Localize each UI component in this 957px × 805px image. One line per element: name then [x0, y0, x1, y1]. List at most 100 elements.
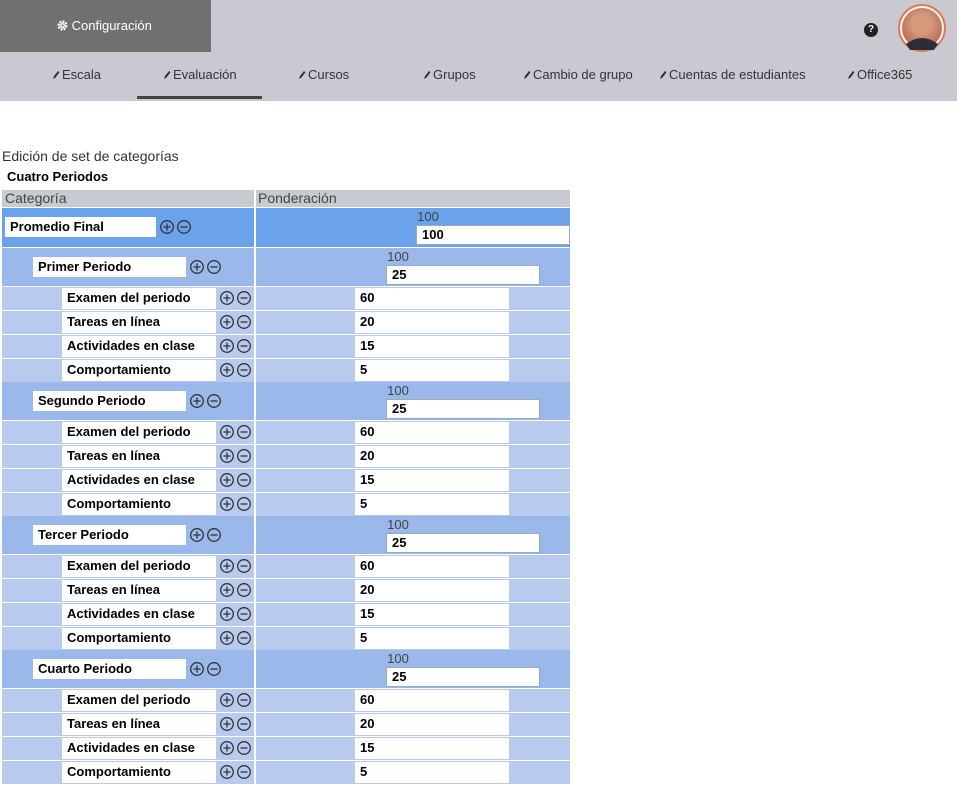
item-weight-input[interactable]: 60: [355, 288, 509, 309]
remove-button[interactable]: [207, 260, 221, 274]
remove-button[interactable]: [207, 528, 221, 542]
remove-button[interactable]: [237, 339, 251, 353]
item-name-input[interactable]: Tareas en línea: [62, 312, 216, 333]
item-weight-input[interactable]: 60: [355, 422, 509, 443]
add-button[interactable]: [190, 394, 204, 408]
add-button[interactable]: [220, 291, 234, 305]
item-weight-input[interactable]: 15: [355, 604, 509, 625]
item-weight-input[interactable]: 15: [355, 336, 509, 357]
add-button[interactable]: [220, 607, 234, 621]
item-name-input[interactable]: Actividades en clase: [62, 470, 216, 491]
remove-button[interactable]: [237, 315, 251, 329]
period-name-input[interactable]: Cuarto Periodo: [33, 659, 186, 679]
remove-button[interactable]: [207, 394, 221, 408]
remove-button[interactable]: [237, 607, 251, 621]
item-weight-input[interactable]: 5: [355, 628, 509, 649]
remove-button[interactable]: [237, 717, 251, 731]
remove-button[interactable]: [237, 559, 251, 573]
add-button[interactable]: [220, 631, 234, 645]
root-weight-input[interactable]: 100: [416, 225, 570, 245]
add-button[interactable]: [190, 260, 204, 274]
pencil-icon: [848, 71, 855, 79]
help-icon[interactable]: ?: [864, 23, 878, 37]
add-button[interactable]: [220, 497, 234, 511]
remove-button[interactable]: [237, 497, 251, 511]
item-name-input[interactable]: Examen del periodo: [62, 288, 216, 309]
item-weight-input[interactable]: 15: [355, 470, 509, 491]
add-button[interactable]: [220, 449, 234, 463]
remove-button[interactable]: [237, 583, 251, 597]
remove-button[interactable]: [237, 449, 251, 463]
nav-tab-label: Cuentas de estudiantes: [669, 67, 806, 82]
add-button[interactable]: [220, 717, 234, 731]
add-button[interactable]: [220, 363, 234, 377]
item-name-input[interactable]: Actividades en clase: [62, 738, 216, 759]
add-remove-icons: [190, 260, 221, 274]
item-weight-input[interactable]: 20: [355, 446, 509, 467]
item-weight-input[interactable]: 15: [355, 738, 509, 759]
item-weight-input[interactable]: 20: [355, 580, 509, 601]
add-remove-icons: [220, 315, 251, 329]
nav-tab[interactable]: Cuentas de estudiantes: [659, 66, 806, 84]
item-name-input[interactable]: Comportamiento: [62, 628, 216, 649]
remove-button[interactable]: [237, 425, 251, 439]
item-name-input[interactable]: Comportamiento: [62, 762, 216, 783]
remove-button[interactable]: [237, 765, 251, 779]
item-name-input[interactable]: Actividades en clase: [62, 604, 216, 625]
nav-tab[interactable]: Cursos: [298, 66, 349, 84]
remove-button[interactable]: [237, 693, 251, 707]
add-button[interactable]: [220, 765, 234, 779]
remove-button[interactable]: [237, 473, 251, 487]
config-label: Configuración: [71, 18, 152, 33]
nav-tab[interactable]: Escala: [52, 66, 101, 84]
item-weight-input[interactable]: 5: [355, 494, 509, 515]
remove-button[interactable]: [237, 291, 251, 305]
nav-tab-label: Evaluación: [173, 67, 237, 82]
add-button[interactable]: [220, 693, 234, 707]
item-name-input[interactable]: Comportamiento: [62, 360, 216, 381]
add-button[interactable]: [190, 662, 204, 676]
item-weight-input[interactable]: 60: [355, 556, 509, 577]
period-weight-input[interactable]: 25: [386, 265, 540, 285]
item-weight-input[interactable]: 5: [355, 762, 509, 783]
period-weight-input[interactable]: 25: [386, 399, 540, 419]
add-button[interactable]: [220, 559, 234, 573]
item-weight-input[interactable]: 60: [355, 690, 509, 711]
remove-button[interactable]: [237, 363, 251, 377]
root-name-input[interactable]: Promedio Final: [5, 217, 156, 237]
item-name-input[interactable]: Examen del periodo: [62, 690, 216, 711]
remove-button[interactable]: [177, 220, 191, 234]
remove-button[interactable]: [207, 662, 221, 676]
period-name-input[interactable]: Primer Periodo: [33, 257, 186, 277]
period-weight-input[interactable]: 25: [386, 533, 540, 553]
remove-button[interactable]: [237, 741, 251, 755]
item-name-input[interactable]: Examen del periodo: [62, 422, 216, 443]
item-name-input[interactable]: Examen del periodo: [62, 556, 216, 577]
period-name-input[interactable]: Tercer Periodo: [33, 525, 186, 545]
nav-tab[interactable]: Grupos: [423, 66, 476, 84]
item-weight-input[interactable]: 20: [355, 312, 509, 333]
item-weight-input[interactable]: 20: [355, 714, 509, 735]
add-button[interactable]: [190, 528, 204, 542]
item-weight-input[interactable]: 5: [355, 360, 509, 381]
add-button[interactable]: [220, 741, 234, 755]
remove-button[interactable]: [237, 631, 251, 645]
add-button[interactable]: [220, 473, 234, 487]
item-name-input[interactable]: Tareas en línea: [62, 446, 216, 467]
period-weight-input[interactable]: 25: [386, 667, 540, 687]
add-button[interactable]: [160, 220, 174, 234]
item-name-input[interactable]: Tareas en línea: [62, 714, 216, 735]
add-button[interactable]: [220, 315, 234, 329]
config-button[interactable]: Configuración: [0, 0, 211, 52]
add-button[interactable]: [220, 339, 234, 353]
item-name-input[interactable]: Comportamiento: [62, 494, 216, 515]
item-name-input[interactable]: Actividades en clase: [62, 336, 216, 357]
item-name-input[interactable]: Tareas en línea: [62, 580, 216, 601]
nav-tab[interactable]: Office365: [847, 66, 912, 84]
period-name-input[interactable]: Segundo Periodo: [33, 391, 186, 411]
add-button[interactable]: [220, 425, 234, 439]
nav-tab[interactable]: Evaluación: [163, 66, 237, 84]
nav-tab[interactable]: Cambio de grupo: [523, 66, 633, 84]
avatar[interactable]: [898, 4, 946, 52]
add-button[interactable]: [220, 583, 234, 597]
